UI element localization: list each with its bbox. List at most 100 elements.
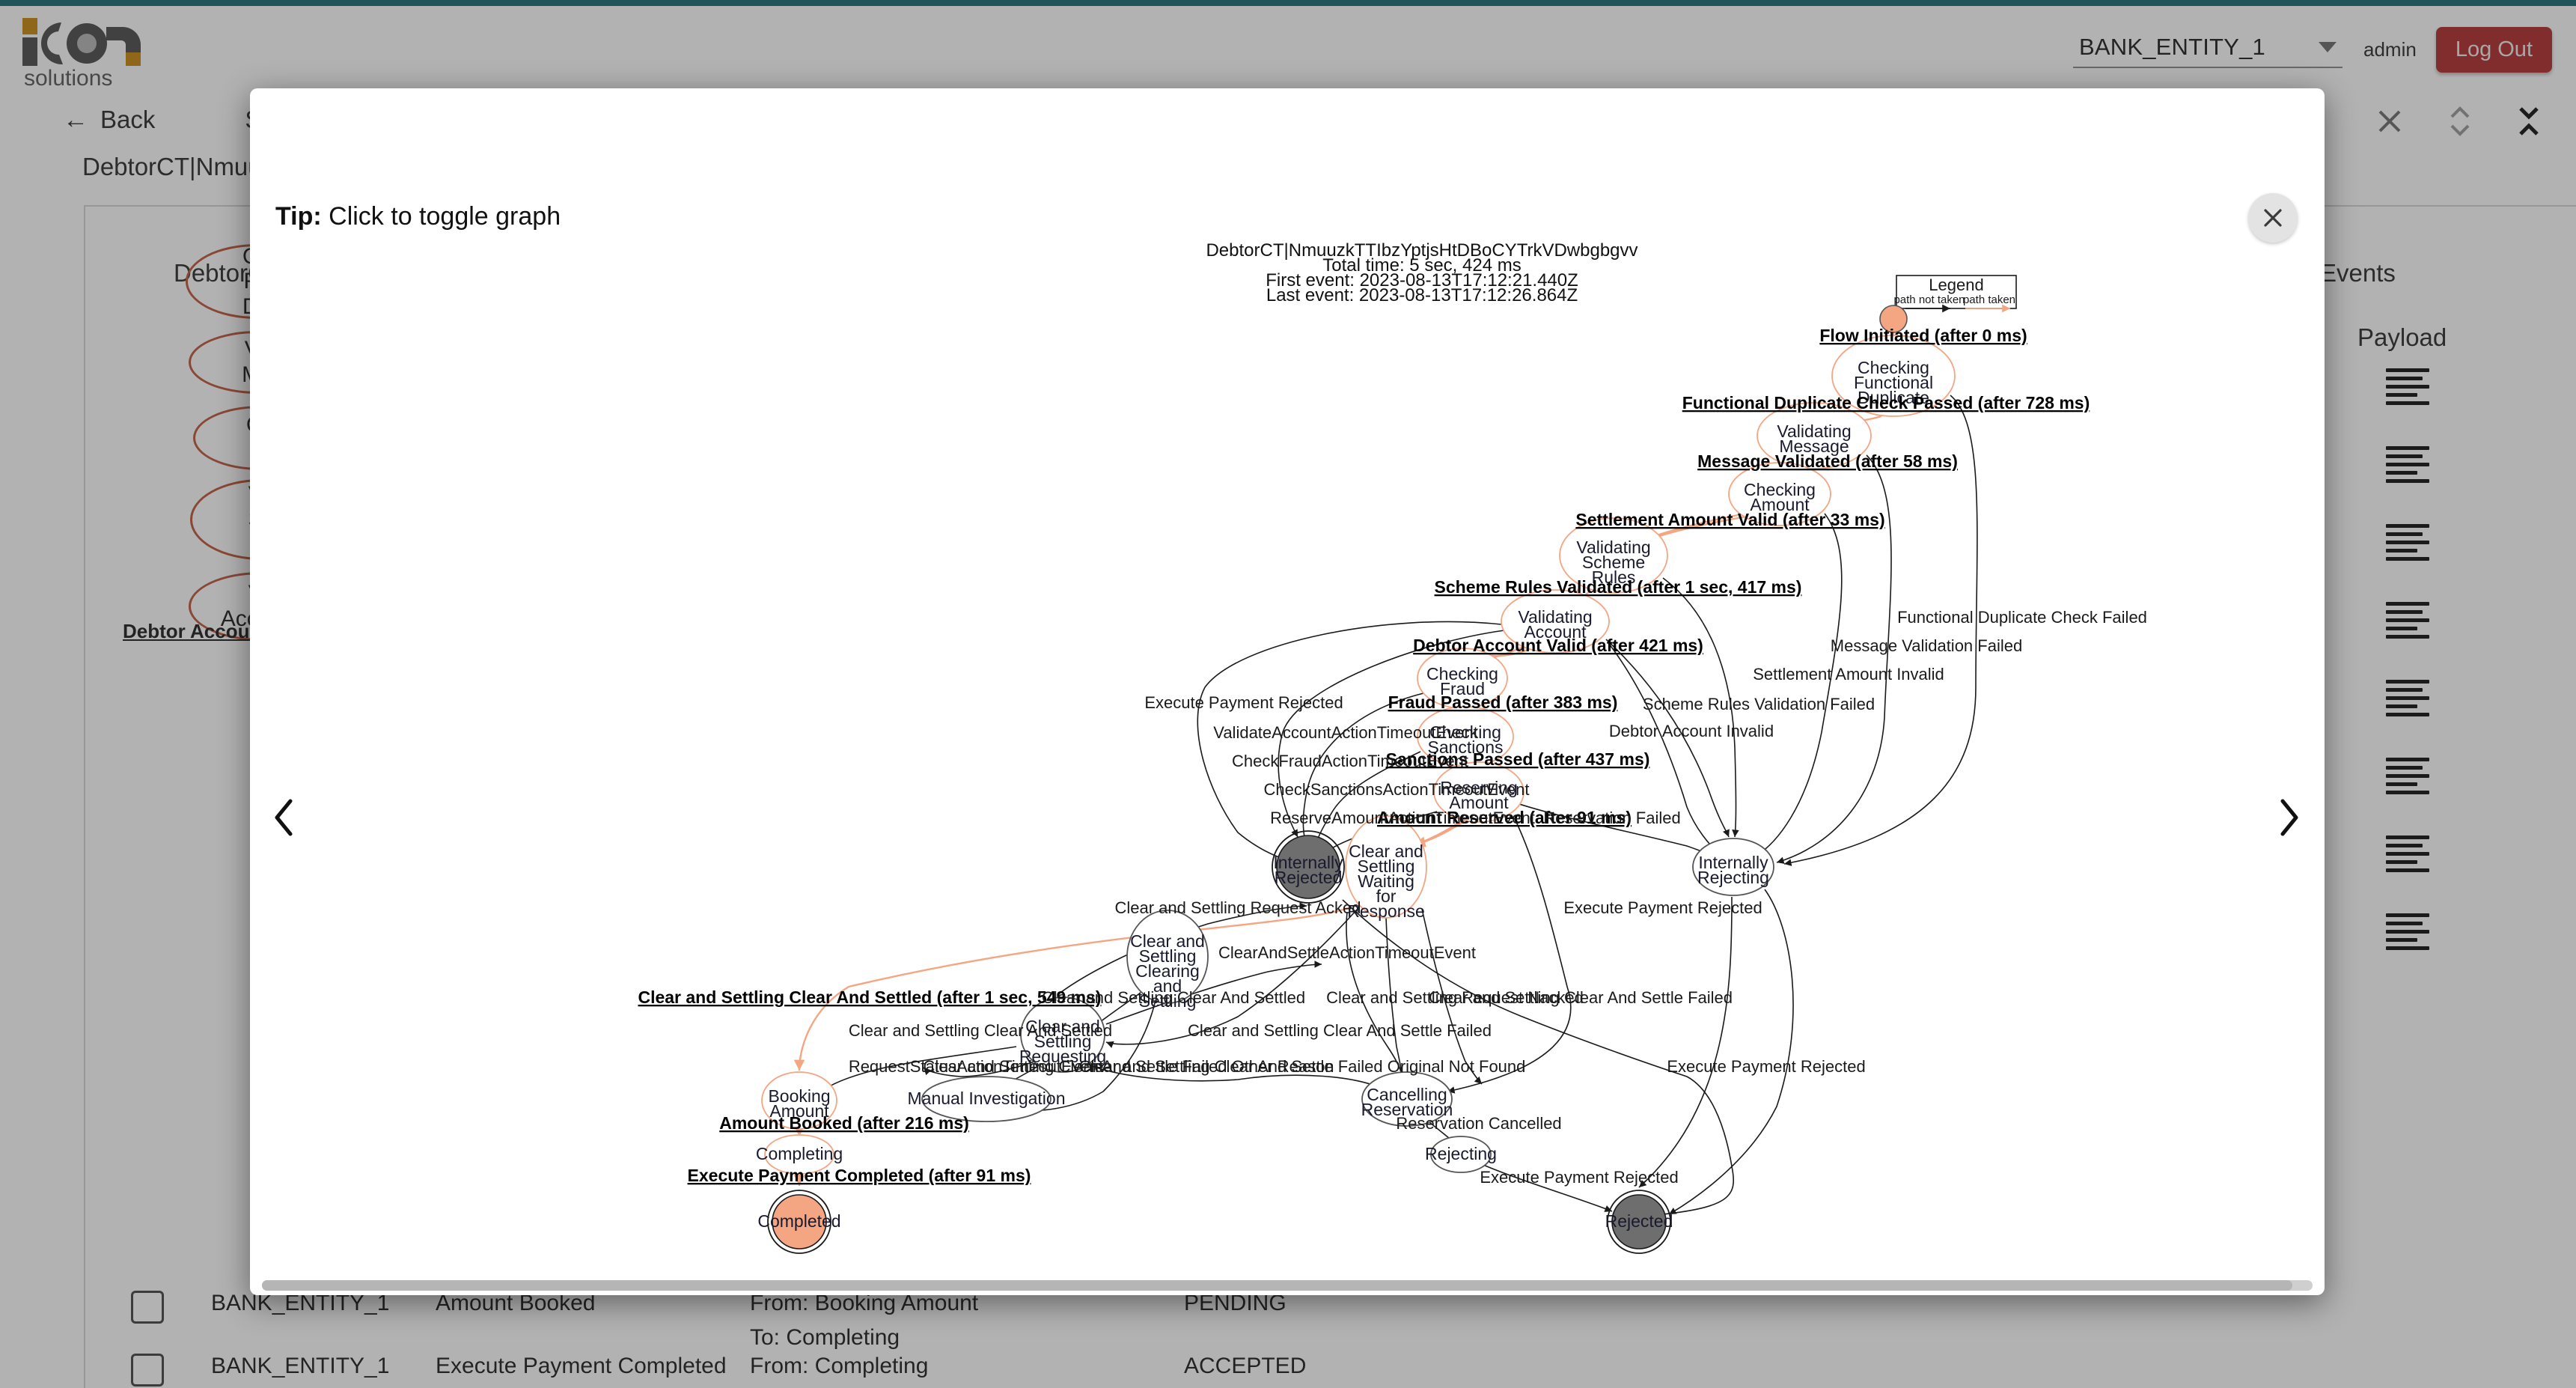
graph-edge-label-taken: Scheme Rules Validated (after 1 sec, 417…	[1435, 577, 1802, 597]
graph-node-label: Clear and	[1130, 931, 1205, 951]
payload-lines-icon[interactable]	[2386, 835, 2429, 877]
payload-lines-icon[interactable]	[2386, 680, 2429, 721]
graph-edge-label-not-taken: Clear and Settling Clear And Settle Fail…	[1188, 1021, 1492, 1040]
graph-node-label: Reservation	[1361, 1100, 1453, 1119]
graph-edge-label-not-taken: ClearAndSettleActionTimeoutEvent	[1218, 943, 1476, 962]
graph-title-block: DebtorCT|NmuuzkTTIbzYptjsHtDBoCYTrkVDwbg…	[1206, 240, 1638, 305]
expand-vertical-icon[interactable]	[2447, 105, 2473, 141]
graph-title-line: Last event: 2023-08-13T17:12:26.864Z	[1266, 285, 1578, 305]
graph-node-label: Validating	[1576, 538, 1650, 557]
back-button[interactable]: ← Back	[63, 106, 155, 134]
column-header-events: Events	[2320, 259, 2396, 287]
modal-horizontal-scrollbar[interactable]	[262, 1280, 2313, 1291]
graph-edge-label-not-taken: Scheme Rules Validation Failed	[1643, 695, 1875, 713]
current-user-label: admin	[2363, 37, 2417, 61]
graph-node-maninv[interactable]: Manual Investigation	[908, 1076, 1066, 1122]
graph-edge-label-not-taken: ReserveAmountActionTimeoutEvent	[1270, 809, 1535, 827]
payload-lines-icon[interactable]	[2386, 913, 2429, 955]
payload-lines-icon[interactable]	[2386, 602, 2429, 643]
graph-node-label: Duplicate	[1858, 388, 1929, 407]
header-right-cluster: BANK_ENTITY_1 admin Log Out	[2072, 12, 2576, 87]
column-header-payload: Payload	[2357, 323, 2447, 351]
graph-node-label: Settling	[1139, 991, 1197, 1011]
graph-node-label: Clear and	[1025, 1017, 1100, 1036]
cell-transition-to: To: Completing	[750, 1325, 900, 1350]
flow-graph-canvas[interactable]: DebtorCT|NmuuzkTTIbzYptjsHtDBoCYTrkVDwbg…	[250, 88, 2325, 1256]
graph-node-label: Clear and	[1349, 841, 1423, 861]
payload-lines-icon[interactable]	[2386, 524, 2429, 565]
graph-node-rejecting[interactable]: Rejecting	[1425, 1136, 1497, 1173]
next-graph-button[interactable]	[2266, 795, 2311, 840]
table-row[interactable]: BANK_ENTITY_1 Execute Payment Completed …	[84, 1354, 2576, 1387]
log-out-button[interactable]: Log Out	[2435, 26, 2552, 73]
graph-edge-label-not-taken: CheckFraudActionTimeoutEvent	[1232, 752, 1468, 770]
graph-edge-label-not-taken: Message Validation Failed	[1831, 636, 2022, 655]
graph-edge-label-not-taken: Execute Payment Rejected	[1480, 1168, 1678, 1187]
cell-event: Execute Payment Completed	[436, 1354, 727, 1378]
graph-node-label: Internally	[1273, 853, 1343, 872]
graph-edge-label-taken: Functional Duplicate Check Passed (after…	[1682, 393, 2090, 413]
graph-node-label: Checking	[1744, 480, 1816, 499]
graph-node-completed[interactable]: Completed	[757, 1190, 841, 1254]
graph-node-label: Rejecting	[1697, 868, 1769, 887]
legend-title: Legend	[1929, 276, 1983, 294]
graph-node-label: Functional	[1854, 373, 1933, 392]
close-icon[interactable]	[2375, 107, 2404, 139]
graph-node-rejected[interactable]: Rejected	[1605, 1190, 1673, 1254]
graph-node-label: Rejected	[1275, 868, 1343, 887]
previous-graph-button[interactable]	[262, 795, 307, 840]
graph-title-line: First event: 2023-08-13T17:12:21.440Z	[1266, 270, 1578, 290]
graph-node-label: Reserving	[1440, 778, 1518, 797]
graph-modal: Tip: Click to toggle graph DebtorCT|Nmuu…	[250, 88, 2325, 1295]
subbar-icon-group	[2375, 105, 2542, 141]
graph-title-line: DebtorCT|NmuuzkTTIbzYptjsHtDBoCYTrkVDwbg…	[1206, 240, 1638, 261]
icon-solutions-logo[interactable]: solutions	[18, 12, 190, 90]
collapse-vertical-icon[interactable]	[2516, 105, 2542, 141]
modal-tip-text: Click to toggle graph	[321, 202, 561, 231]
graph-edge-label-not-taken: Settlement Amount Invalid	[1753, 665, 1944, 684]
graph-node-label: Settling	[1139, 946, 1197, 966]
payload-lines-icon[interactable]	[2386, 446, 2429, 487]
graph-node-label: Clearing	[1135, 961, 1200, 981]
graph-node-completing[interactable]: Completing	[756, 1134, 843, 1175]
chevron-down-icon	[2318, 42, 2337, 52]
chevron-right-icon	[2280, 799, 2298, 836]
close-modal-button[interactable]	[2248, 193, 2298, 243]
graph-nodes[interactable]: CheckingFunctionalDuplicateValidatingMes…	[756, 305, 1956, 1254]
close-icon	[2264, 209, 2282, 227]
graph-node-start[interactable]	[1879, 305, 1908, 333]
graph-edge-label-taken: Amount Booked (after 216 ms)	[719, 1113, 969, 1133]
graph-node-label: Amount	[1750, 495, 1810, 514]
row-checkbox[interactable]	[131, 1354, 164, 1387]
payload-lines-icon[interactable]	[2386, 758, 2429, 799]
graph-node-label: Validating	[1518, 607, 1592, 627]
graph-node-label: Manual Investigation	[908, 1089, 1066, 1108]
entity-selector[interactable]: BANK_ENTITY_1	[2072, 31, 2342, 68]
graph-edge-label-taken: Amount Reserved (after 91 ms)	[1377, 808, 1632, 827]
back-button-label: Back	[100, 106, 156, 133]
row-checkbox[interactable]	[131, 1291, 164, 1324]
payload-lines-icon[interactable]	[2386, 368, 2429, 410]
graph-edge-label-not-taken: Reservation Failed	[1543, 809, 1680, 827]
top-accent-strip	[0, 0, 2576, 6]
graph-node-label: Amount	[769, 1101, 829, 1121]
chevron-left-icon	[275, 799, 293, 836]
graph-node-label: and	[1153, 976, 1182, 996]
graph-edge-labels-not-taken: Functional Duplicate Check Failed Message…	[849, 608, 2147, 1187]
graph-edges-not-taken	[821, 395, 1978, 1219]
graph-edge-label-not-taken: Execute Payment Rejected	[1667, 1057, 1865, 1076]
